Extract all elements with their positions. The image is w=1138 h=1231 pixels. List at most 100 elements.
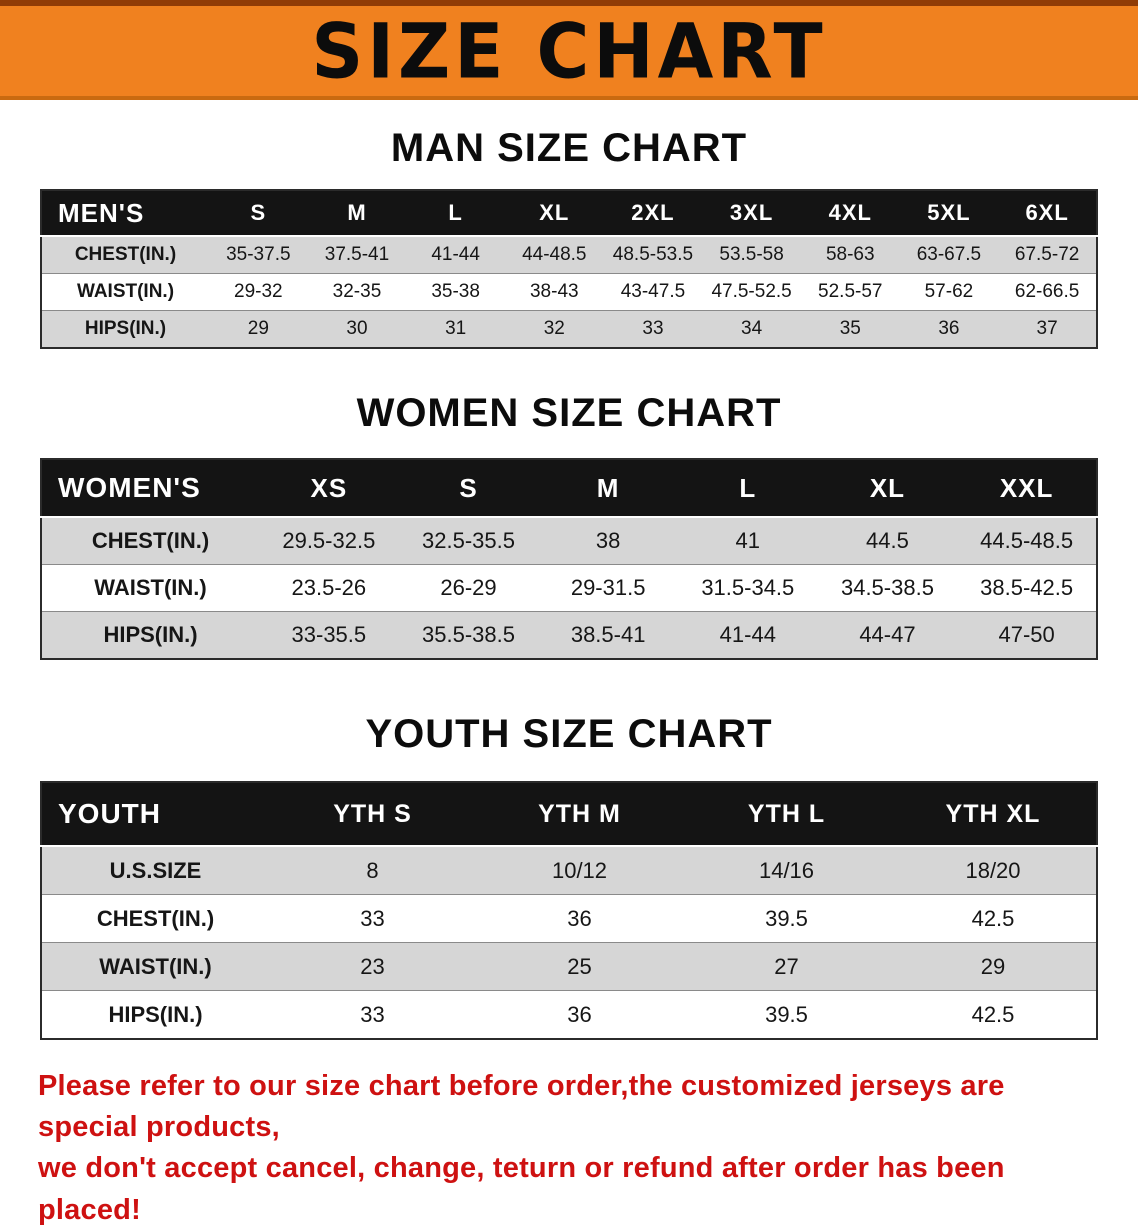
value-cell: 29-32 (234, 281, 283, 302)
value-cell: 10/12 (551, 857, 608, 883)
value-cell: 32 (543, 318, 565, 339)
row-label-cell: U.S.SIZE (109, 857, 202, 883)
value-cell: 32-35 (332, 281, 382, 302)
value-cell: 37 (1036, 318, 1058, 339)
men-section-heading: MAN SIZE CHART (390, 126, 748, 170)
value-cell: 53.5-58 (719, 244, 784, 265)
value-cell: 29-31.5 (570, 575, 646, 600)
table-row: WAIST(IN.) 29-32 32-35 35-38 38-43 43-47.5 47.… (41, 273, 1097, 311)
table-size-header: XL (504, 190, 604, 237)
value-cell: 58-63 (825, 244, 875, 265)
table-size-header: L (406, 190, 505, 237)
row-label-cell: CHEST(IN.) (96, 905, 215, 931)
women-section-heading: WOMEN SIZE CHART (356, 391, 782, 435)
row-label-cell: HIPS(IN.) (103, 622, 198, 647)
value-cell: 29 (980, 953, 1006, 979)
row-label-cell: WAIST(IN.) (99, 953, 212, 979)
table-size-header: YTH XL (890, 782, 1097, 847)
table-size-header: M (307, 190, 407, 237)
table-row: WAIST(IN.) 23 25 27 29 (41, 942, 1097, 991)
table-row: CHEST(IN.) 35-37.5 37.5-41 41-44 44-48.5 48.5… (41, 236, 1097, 274)
value-cell: 34 (741, 318, 763, 339)
table-header-row: MEN'S S M L XL 2XL 3XL 4XL 5XL 6XL (41, 190, 1097, 237)
men-size-table: MEN'S S M L XL 2XL 3XL 4XL 5XL 6XL CHEST(IN.) 35-37… (40, 189, 1098, 349)
table-size-header: XXL (957, 459, 1097, 518)
women-size-section: WOMEN SIZE CHART WOMEN'S XS S M L XL XXL CHEST(… (0, 391, 1138, 660)
value-cell: 41-44 (719, 622, 776, 647)
value-cell: 42.5 (971, 905, 1015, 931)
value-cell: 38-43 (529, 281, 579, 302)
value-cell: 23.5-26 (291, 575, 367, 600)
value-cell: 39.5 (765, 1001, 808, 1027)
footer-note-line1: Please refer to our size chart before or… (38, 1070, 1005, 1144)
banner-title: SIZE CHART (311, 6, 827, 96)
value-cell: 37.5-41 (324, 244, 390, 265)
table-row: WAIST(IN.) 23.5-26 26-29 29-31.5 31.5-34.5 34… (41, 564, 1097, 612)
youth-size-section: YOUTH SIZE CHART YOUTH YTH S YTH M YTH L YTH… (0, 712, 1138, 1040)
table-label-header: WOMEN'S (41, 459, 259, 518)
table-size-header: S (209, 190, 308, 237)
row-label-cell: CHEST(IN.) (91, 528, 210, 553)
table-header-row: YOUTH YTH S YTH M YTH L YTH XL (41, 782, 1097, 847)
value-cell: 35-37.5 (226, 244, 291, 265)
value-cell: 62-66.5 (1014, 281, 1080, 302)
value-cell: 44.5-48.5 (980, 528, 1074, 553)
value-cell: 18/20 (965, 857, 1021, 883)
value-cell: 41 (735, 528, 761, 553)
table-size-header: XS (259, 459, 399, 518)
value-cell: 47.5-52.5 (711, 281, 792, 302)
value-cell: 14/16 (758, 857, 815, 883)
row-label-cell: WAIST(IN.) (94, 575, 207, 600)
value-cell: 27 (774, 953, 799, 979)
table-size-header: L (677, 459, 818, 518)
table-row: CHEST(IN.) 33 36 39.5 42.5 (41, 894, 1097, 943)
value-cell: 52.5-57 (818, 281, 883, 302)
value-cell: 48.5-53.5 (612, 244, 694, 265)
table-row: HIPS(IN.) 29 30 31 32 33 34 35 36 37 (41, 310, 1097, 348)
value-cell: 47-50 (998, 622, 1055, 647)
value-cell: 36 (567, 1001, 592, 1027)
table-row: CHEST(IN.) 29.5-32.5 32.5-35.5 38 41 44.5 44.5… (41, 517, 1097, 565)
value-cell: 38 (595, 528, 621, 553)
row-label-cell: HIPS(IN.) (108, 1001, 203, 1027)
value-cell: 35 (839, 318, 861, 339)
value-cell: 26-29 (440, 575, 497, 600)
table-size-header: 3XL (702, 190, 801, 237)
table-size-header: YTH L (683, 782, 890, 847)
value-cell: 8 (366, 857, 379, 883)
row-label-cell: WAIST(IN.) (76, 281, 175, 302)
value-cell: 38.5-41 (570, 622, 646, 647)
value-cell: 31 (445, 318, 467, 339)
value-cell: 42.5 (971, 1001, 1015, 1027)
value-cell: 33 (360, 905, 385, 931)
value-cell: 38.5-42.5 (980, 575, 1074, 600)
value-cell: 29 (247, 318, 269, 339)
table-row: HIPS(IN.) 33 36 39.5 42.5 (41, 990, 1097, 1039)
women-size-table: WOMEN'S XS S M L XL XXL CHEST(IN.) 29.5-32.5 32.5… (40, 458, 1098, 660)
table-row: U.S.SIZE 8 10/12 14/16 18/20 (41, 846, 1097, 895)
value-cell: 33 (642, 318, 664, 339)
youth-size-table: YOUTH YTH S YTH M YTH L YTH XL U.S.SIZE 8 10/12… (40, 781, 1098, 1040)
value-cell: 67.5-72 (1014, 244, 1080, 265)
table-size-header: 5XL (899, 190, 999, 237)
table-size-header: 4XL (800, 190, 900, 237)
table-header-row: WOMEN'S XS S M L XL XXL (41, 459, 1097, 518)
table-label-header: MEN'S (41, 190, 209, 237)
value-cell: 43-47.5 (620, 281, 686, 302)
row-label-cell: HIPS(IN.) (84, 318, 167, 339)
value-cell: 39.5 (765, 905, 808, 931)
value-cell: 30 (346, 318, 368, 339)
table-size-header: 6XL (998, 190, 1097, 237)
value-cell: 25 (567, 953, 592, 979)
value-cell: 32.5-35.5 (422, 528, 515, 553)
table-size-header: S (398, 459, 539, 518)
table-label-header: YOUTH (41, 782, 269, 847)
table-size-header: XL (817, 459, 958, 518)
footer-note-line2: we don't accept cancel, change, teturn o… (38, 1152, 1005, 1226)
value-cell: 35-38 (431, 281, 480, 302)
value-cell: 44-48.5 (522, 244, 587, 265)
table-size-header: M (538, 459, 678, 518)
table-row: HIPS(IN.) 33-35.5 35.5-38.5 38.5-41 41-44 44-… (41, 611, 1097, 659)
value-cell: 33 (360, 1001, 385, 1027)
value-cell: 44-47 (859, 622, 916, 647)
